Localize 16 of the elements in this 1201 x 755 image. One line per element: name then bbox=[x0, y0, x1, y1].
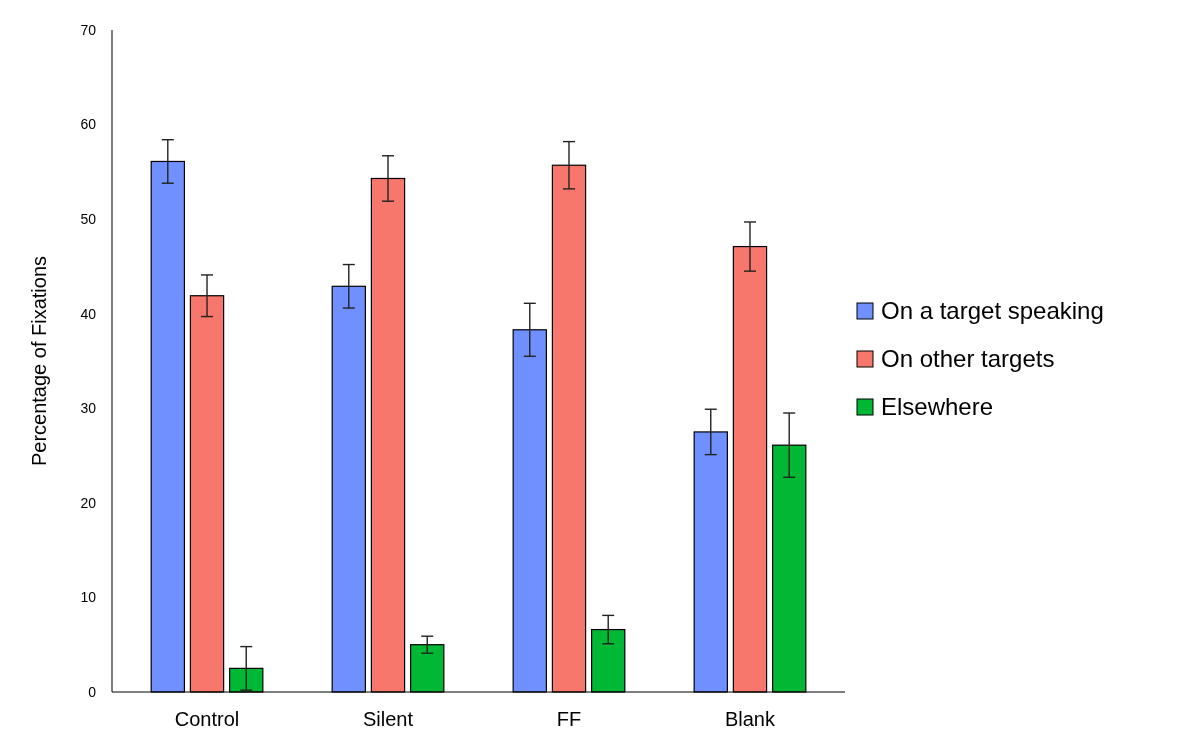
legend-label: Elsewhere bbox=[881, 393, 994, 421]
x-tick-label: Control bbox=[174, 708, 240, 730]
x-tick-label: Silent bbox=[362, 708, 414, 730]
x-tick-label: Blank bbox=[724, 708, 776, 730]
y-tick-label: 0 bbox=[88, 683, 97, 700]
y-tick-label: 10 bbox=[80, 589, 97, 606]
y-tick-label: 70 bbox=[80, 21, 97, 38]
legend-label: On a target speaking bbox=[881, 297, 1104, 325]
y-tick-label: 40 bbox=[80, 305, 97, 322]
y-tick-label: 60 bbox=[80, 116, 97, 133]
x-tick-label: FF bbox=[556, 708, 582, 730]
legend-label: On other targets bbox=[881, 345, 1055, 373]
y-tick-label: 30 bbox=[80, 400, 97, 417]
y-tick-label: 50 bbox=[80, 211, 97, 228]
y-tick-label: 20 bbox=[80, 494, 97, 511]
y-axis-title: Percentage of Fixations bbox=[28, 255, 50, 467]
